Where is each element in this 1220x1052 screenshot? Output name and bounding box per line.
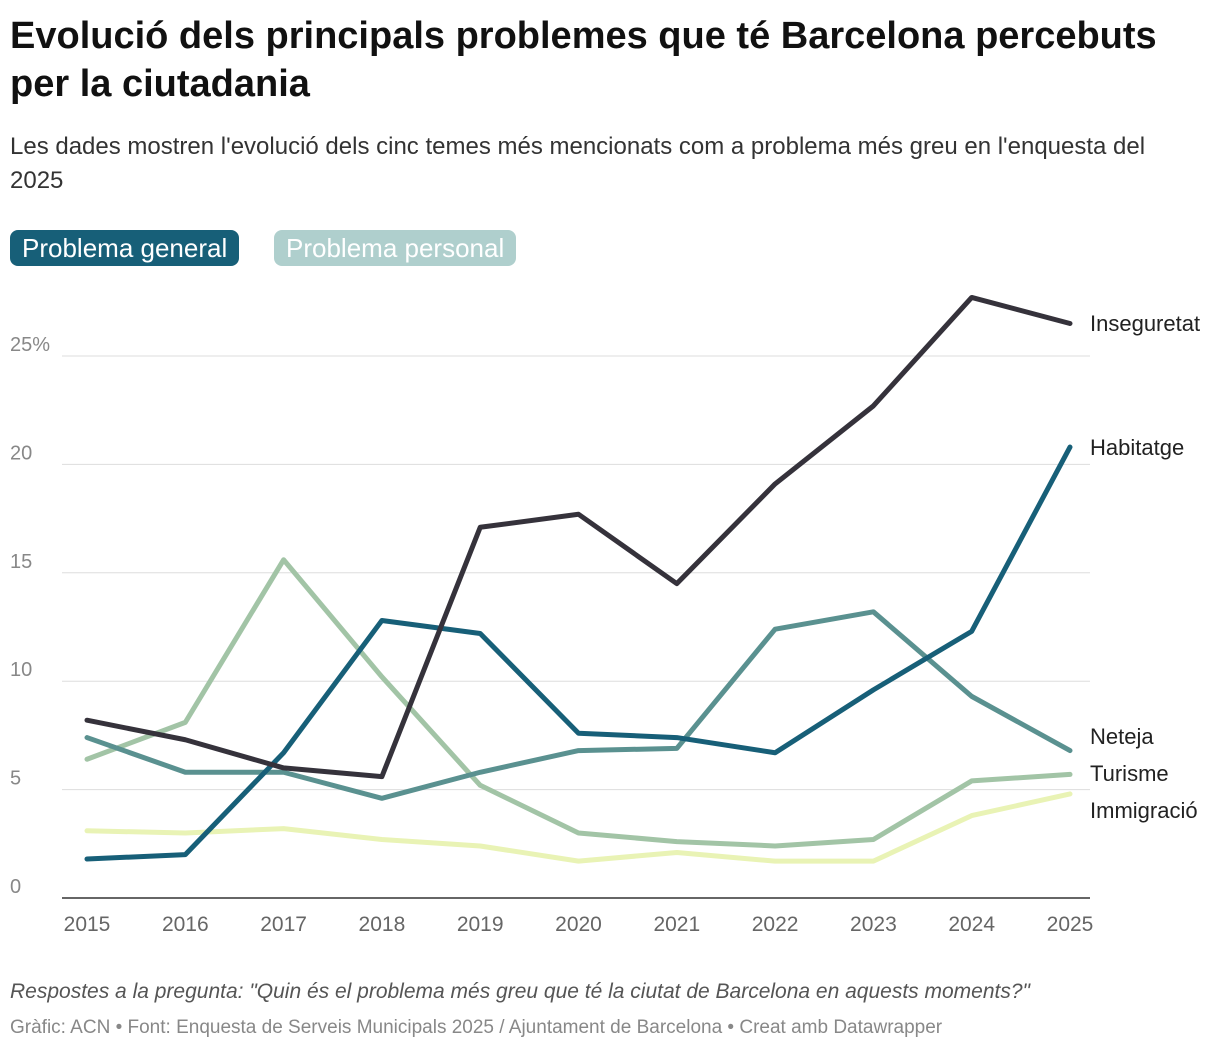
x-tick-label: 2021 bbox=[653, 913, 700, 936]
series-line-inseguretat bbox=[84, 294, 1073, 780]
y-tick-label: 5 bbox=[10, 768, 21, 790]
x-tick-label: 2019 bbox=[457, 913, 504, 936]
series-label: Inseguretat bbox=[1090, 311, 1200, 336]
series-label: Immigració bbox=[1090, 798, 1198, 823]
x-tick-label: 2020 bbox=[555, 913, 602, 936]
series-line-immigració bbox=[84, 791, 1073, 864]
chart-credit: Gràfic: ACN • Font: Enquesta de Serveis … bbox=[10, 1017, 943, 1038]
chart-subtitle: Les dades mostren l'evolució dels cinc t… bbox=[10, 133, 1146, 194]
chart-title: Evolució dels principals problemes que t… bbox=[10, 15, 1157, 105]
toggle-problema-general[interactable]: Problema general bbox=[10, 230, 240, 266]
series-label: Neteja bbox=[1090, 724, 1154, 749]
series-label: Turisme bbox=[1090, 761, 1169, 786]
toggle-problema-personal[interactable]: Problema personal bbox=[274, 230, 517, 266]
y-tick-label: 10 bbox=[10, 659, 32, 681]
x-tick-label: 2015 bbox=[64, 913, 111, 936]
series-line-neteja bbox=[84, 609, 1073, 801]
series-line-habitatge bbox=[84, 444, 1073, 862]
x-tick-label: 2022 bbox=[752, 913, 799, 936]
series-label: Habitatge bbox=[1090, 435, 1184, 460]
chart-note: Respostes a la pregunta: "Quin és el pro… bbox=[10, 980, 1030, 1003]
x-tick-label: 2016 bbox=[162, 913, 209, 936]
x-tick-label: 2017 bbox=[260, 913, 307, 936]
x-tick-label: 2024 bbox=[948, 913, 995, 936]
y-tick-label: 20 bbox=[10, 442, 32, 464]
x-tick-label: 2018 bbox=[359, 913, 406, 936]
x-tick-label: 2023 bbox=[850, 913, 897, 936]
line-chart: 0 5 10 15 20 25% 2015 2016 2017 2018 2019 2020 2021 2… bbox=[10, 294, 1200, 936]
x-tick-label: 2025 bbox=[1047, 913, 1094, 936]
series-line-turisme bbox=[84, 557, 1073, 849]
y-tick-label: 15 bbox=[10, 551, 32, 573]
y-tick-label: 0 bbox=[10, 876, 21, 898]
y-tick-label: 25% bbox=[10, 334, 50, 356]
